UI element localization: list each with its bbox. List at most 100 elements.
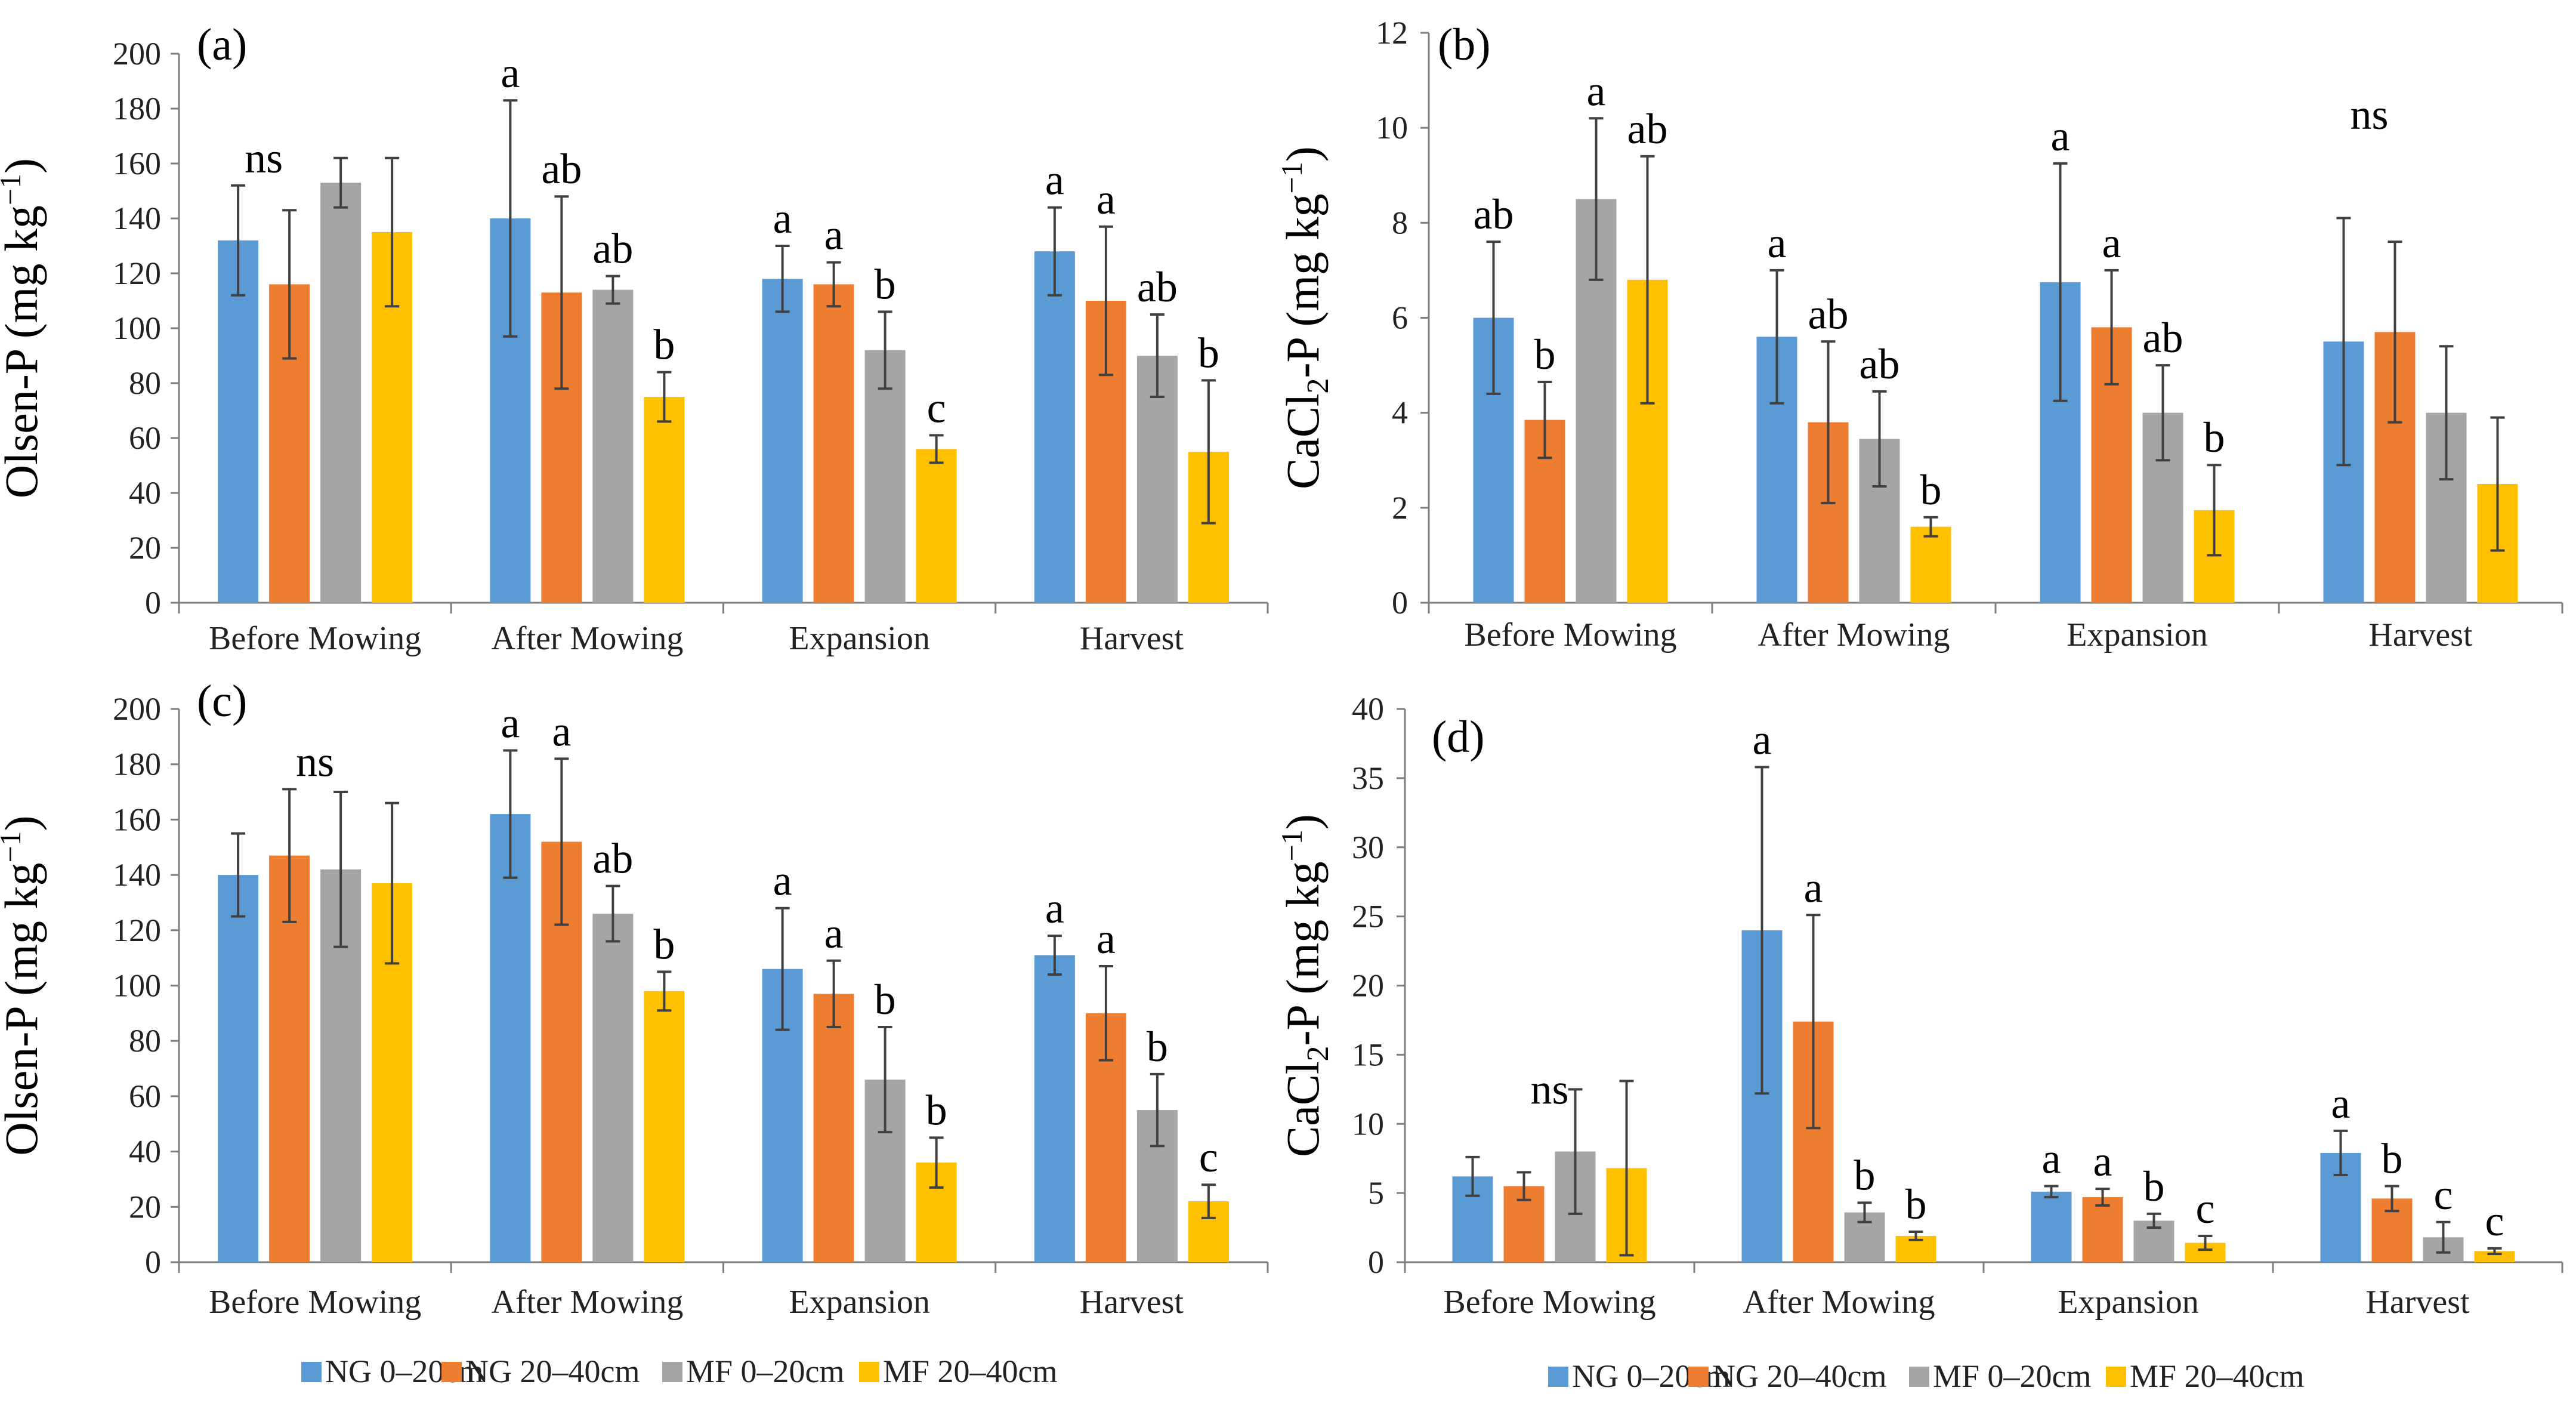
- category-label: Harvest: [2368, 616, 2473, 653]
- bar: [1034, 955, 1075, 1262]
- bar: [644, 991, 685, 1262]
- y-axis-title-close: ): [1277, 146, 1329, 162]
- y-tick-label: 10: [1376, 110, 1408, 146]
- significance-label: a: [1753, 716, 1772, 763]
- category-label: Before Mowing: [1443, 1284, 1655, 1321]
- significance-label: a: [2093, 1137, 2112, 1185]
- significance-label: a: [773, 195, 792, 242]
- y-axis-title-main: Olsen-P (mg kg: [0, 863, 47, 1156]
- bar: [916, 449, 957, 603]
- y-tick-label: 30: [1352, 830, 1384, 865]
- y-tick-label: 120: [113, 255, 161, 291]
- significance-label: a: [2042, 1135, 2061, 1183]
- significance-label: a: [1097, 175, 1116, 223]
- significance-label: a: [824, 211, 844, 259]
- legend-swatch: [662, 1362, 682, 1382]
- significance-label: b: [875, 976, 896, 1023]
- y-tick-label: 20: [129, 530, 161, 566]
- legend-label: MF 0–20cm: [1933, 1358, 2092, 1394]
- y-tick-label: 40: [129, 475, 161, 511]
- significance-label: b: [653, 920, 675, 968]
- bar: [2031, 1191, 2072, 1262]
- category-label: Expansion: [789, 620, 929, 657]
- significance-label: c: [2485, 1197, 2504, 1245]
- bar: [269, 855, 310, 1262]
- significance-label: b: [1147, 1023, 1168, 1071]
- panel-c: 0 20 40 60 80 100 120 140 160 180 200 Before Mowing…: [0, 676, 1269, 1321]
- y-tick-label: 6: [1392, 300, 1408, 336]
- y-tick-label: 200: [113, 36, 161, 72]
- legend-label: NG 20–40cm: [465, 1353, 640, 1389]
- y-tick-label: 160: [113, 801, 161, 837]
- significance-label: b: [875, 260, 896, 308]
- y-tick-label: 20: [1352, 968, 1384, 1004]
- bar: [1910, 526, 1951, 603]
- significance-label: b: [1905, 1180, 1927, 1228]
- significance-label: b: [2204, 414, 2225, 461]
- y-axis-title-close: ): [1277, 814, 1329, 830]
- y-tick-label: 0: [145, 1244, 161, 1280]
- legend-swatch: [301, 1362, 322, 1382]
- y-tick-label: 4: [1392, 395, 1408, 431]
- significance-label: a: [1804, 864, 1823, 911]
- significance-label: ab: [1474, 190, 1514, 238]
- y-tick-label: 200: [113, 691, 161, 727]
- y-tick-label: 0: [1392, 585, 1408, 621]
- panel-label: (d): [1432, 712, 1485, 762]
- significance-label: b: [1198, 329, 1219, 377]
- significance-label: c: [1199, 1133, 1218, 1181]
- significance-label: ab: [541, 145, 582, 193]
- bar: [2082, 1197, 2123, 1262]
- y-tick-label: 80: [129, 365, 161, 401]
- panel-label: (b): [1438, 20, 1491, 70]
- significance-label: ab: [592, 835, 633, 883]
- bar: [490, 814, 531, 1262]
- significance-label: ab: [1860, 340, 1900, 388]
- y-tick-label: 35: [1352, 760, 1384, 796]
- significance-label: ab: [592, 225, 633, 273]
- panel-a: 0 20 40 60 80 100 120 140 160 180 200 Before Mowing…: [0, 20, 1269, 657]
- y-tick-label: 40: [129, 1134, 161, 1170]
- significance-label: b: [2143, 1163, 2165, 1210]
- bar: [218, 875, 259, 1262]
- category-label: Expansion: [2058, 1284, 2198, 1321]
- legend-swatch: [859, 1362, 879, 1382]
- category-label: Harvest: [1080, 1284, 1184, 1321]
- panel-label: (a): [197, 20, 247, 70]
- y-axis-title: CaCl2-P (mg kg−1): [1275, 146, 1335, 489]
- y-axis-title-main: Olsen-P (mg kg: [0, 205, 47, 498]
- panel-b: 0 2 4 6 8 10 12 Before Mowing After Mowing Expans…: [1275, 15, 2563, 653]
- significance-label: ns: [296, 738, 334, 785]
- bar: [592, 289, 634, 603]
- y-tick-label: 8: [1392, 205, 1408, 240]
- significance-label: a: [501, 49, 520, 97]
- y-tick-label: 100: [113, 968, 161, 1004]
- significance-label: ab: [1808, 290, 1849, 338]
- y-axis-title-superscript: −1: [0, 831, 27, 862]
- y-tick-label: 160: [113, 146, 161, 181]
- y-tick-label: 0: [1368, 1244, 1384, 1280]
- y-tick-label: 180: [113, 747, 161, 782]
- significance-label: ab: [2143, 314, 2183, 362]
- y-axis-title-close: ): [0, 158, 47, 174]
- significance-label: c: [927, 384, 946, 431]
- significance-label: ab: [1627, 105, 1668, 153]
- bar: [813, 284, 854, 603]
- significance-label: b: [1920, 466, 1942, 514]
- significance-label: a: [1045, 156, 1064, 204]
- significance-label: ns: [1530, 1066, 1568, 1114]
- category-label: Before Mowing: [209, 1284, 421, 1321]
- significance-label: b: [1534, 331, 1556, 378]
- y-axis-title-superscript: −1: [0, 174, 27, 205]
- legend-label: MF 20–40cm: [2130, 1358, 2305, 1394]
- y-tick-label: 2: [1392, 490, 1408, 526]
- y-axis-title-subscript: 2: [1301, 1046, 1335, 1061]
- legend-label: MF 20–40cm: [883, 1353, 1058, 1389]
- y-tick-label: 60: [129, 420, 161, 456]
- category-label: After Mowing: [491, 620, 683, 657]
- y-axis-title-subscript: 2: [1301, 378, 1335, 393]
- legend-label: NG 20–40cm: [1712, 1358, 1886, 1394]
- y-tick-label: 5: [1368, 1175, 1384, 1211]
- significance-label: ns: [2350, 91, 2388, 138]
